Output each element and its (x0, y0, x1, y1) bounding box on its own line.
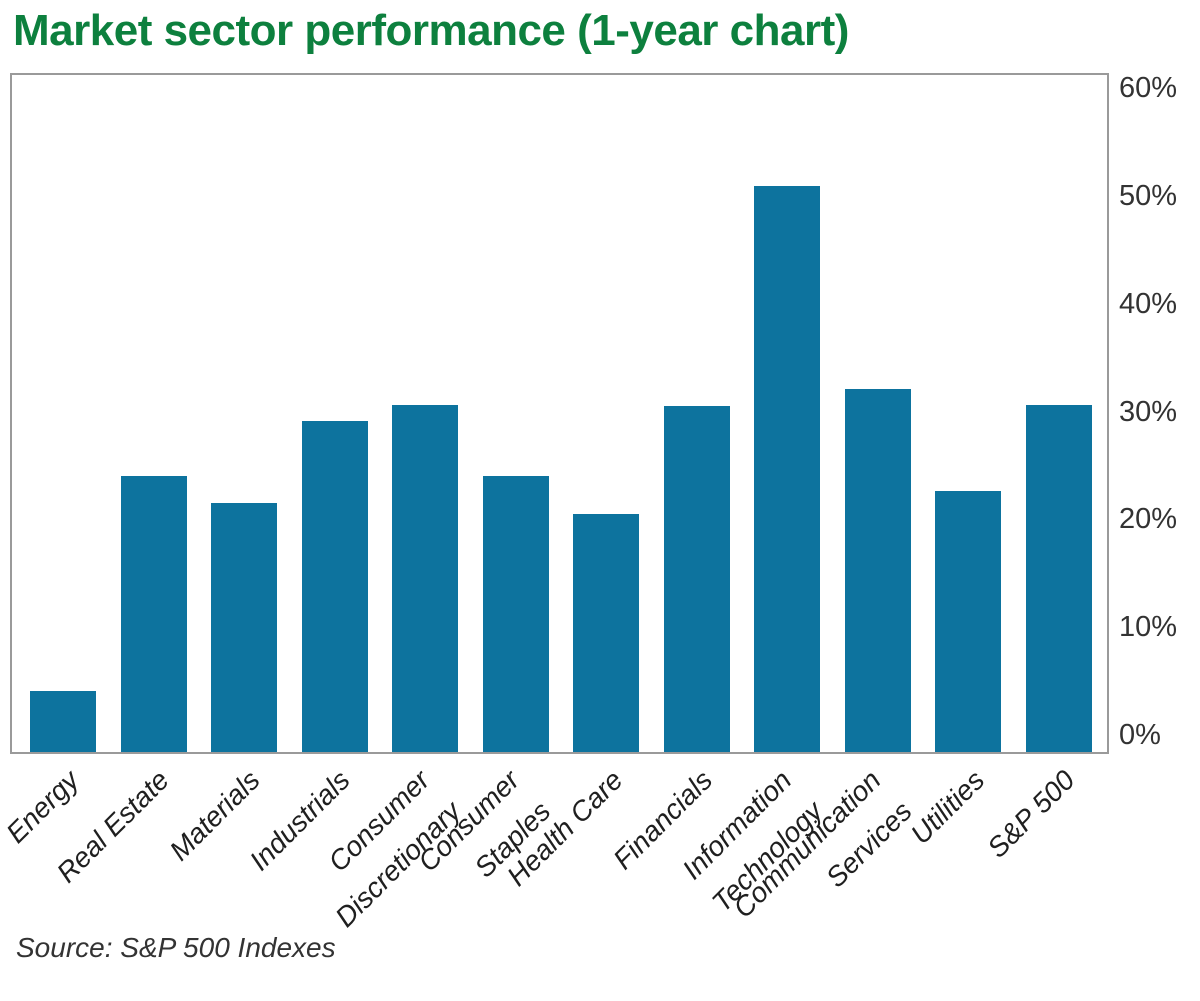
bar-real-estate (121, 476, 187, 752)
y-tick-50: 50% (1119, 180, 1178, 212)
y-tick-0: 0% (1119, 719, 1161, 751)
y-tick-20: 20% (1119, 503, 1178, 535)
y-tick-30: 30% (1119, 396, 1178, 428)
bar-consumer-discretionary (392, 405, 458, 752)
y-tick-40: 40% (1119, 288, 1178, 320)
y-tick-10: 10% (1119, 611, 1178, 643)
bar-s-p-500 (1026, 405, 1092, 752)
bar-communication-services (845, 389, 911, 752)
bar-industrials (302, 421, 368, 752)
x-label-s-p-500: S&P 500 (980, 764, 1081, 864)
bar-utilities (935, 491, 1001, 752)
chart-title: Market sector performance (1-year chart) (13, 6, 849, 55)
plot-area (10, 73, 1109, 754)
bar-information-technology (754, 186, 820, 752)
bar-consumer-staples (483, 476, 549, 752)
y-tick-60: 60% (1119, 72, 1178, 104)
bar-financials (664, 406, 730, 752)
bar-energy (30, 691, 96, 752)
source-note: Source: S&P 500 Indexes (16, 932, 336, 963)
bar-health-care (573, 514, 639, 752)
bar-materials (211, 503, 277, 752)
